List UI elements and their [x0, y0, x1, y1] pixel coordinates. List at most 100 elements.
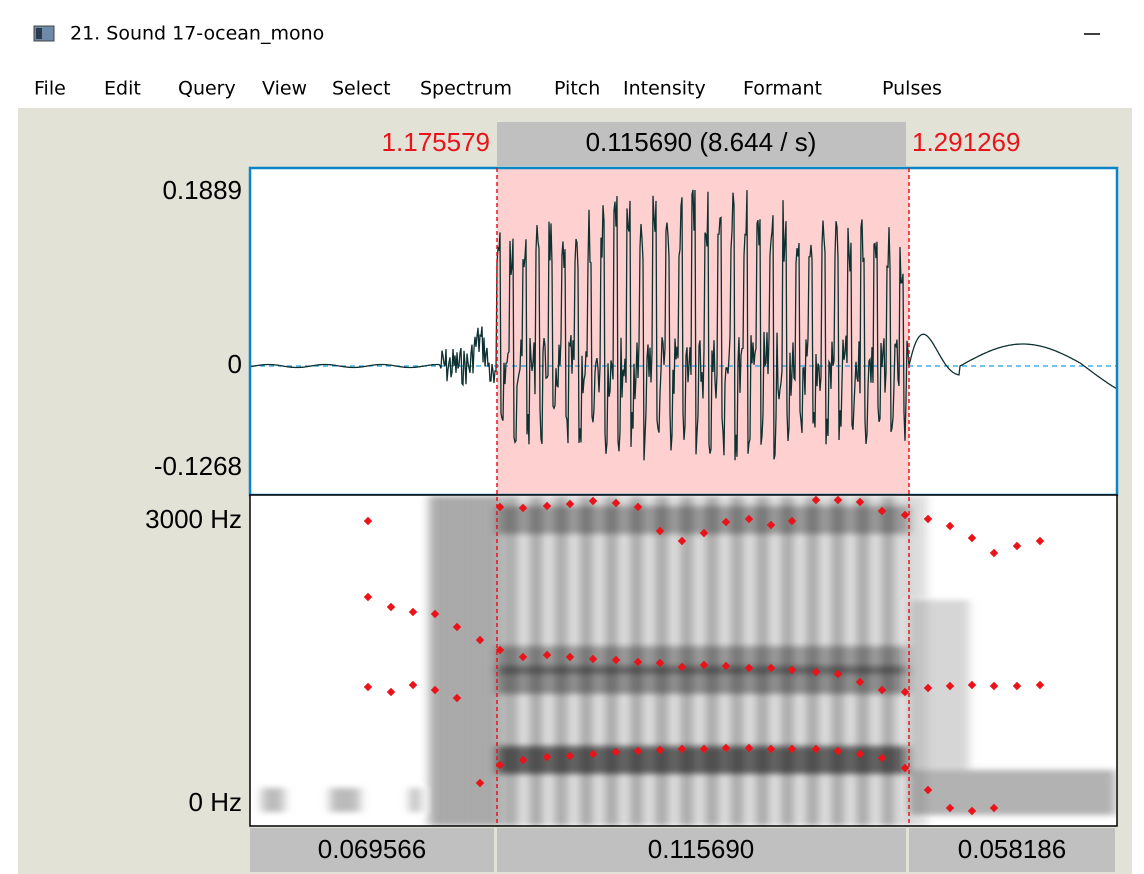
formant-point [655, 526, 665, 536]
formant-point [877, 685, 887, 695]
duration-left: 0.069566 [318, 834, 426, 864]
spectrogram-tail [909, 600, 969, 770]
menu-item[interactable]: Select [332, 78, 391, 100]
formant-point [699, 528, 709, 538]
formant-point [565, 751, 575, 761]
formant-point [655, 658, 665, 668]
menu-item[interactable]: File [34, 78, 66, 100]
menu-item[interactable]: Pulses [882, 78, 942, 100]
formant-point [945, 803, 955, 813]
formant-band [497, 506, 909, 534]
formant-point [677, 662, 687, 672]
spectrogram-stripe [448, 496, 452, 826]
menu-item[interactable]: Spectrum [420, 78, 512, 100]
selection-duration-box[interactable] [497, 122, 906, 166]
spectrogram-stripe [490, 496, 494, 826]
duration-box-right[interactable] [909, 828, 1115, 872]
formant-point [945, 521, 955, 531]
formant-point [518, 755, 528, 765]
formant-point [744, 514, 754, 524]
menu-item[interactable]: Intensity [623, 78, 706, 100]
formant-point [518, 503, 528, 513]
formant-point [363, 592, 373, 602]
formant-point [877, 506, 887, 516]
formant-point [923, 683, 933, 693]
formant-point [967, 806, 977, 816]
formant-point [565, 652, 575, 662]
formant-point [923, 785, 933, 795]
selection-duration: 0.115690 (8.644 / s) [586, 127, 817, 157]
formant-point [588, 654, 598, 664]
formant-point [633, 657, 643, 667]
formant-point [699, 744, 709, 754]
formant-point [877, 753, 887, 763]
formant-point [475, 635, 485, 645]
formant-point [1035, 680, 1045, 690]
formant-point [989, 548, 999, 558]
spectrogram-stripe [466, 496, 470, 826]
spectrogram-stripe [472, 496, 476, 826]
spectrogram-stripe [484, 496, 488, 826]
duration-box-left[interactable] [250, 828, 494, 872]
formant-point [811, 495, 821, 505]
formant-tracks [363, 495, 1045, 816]
waveform-min: -0.1268 [154, 451, 242, 481]
spectrogram-stripe [478, 496, 482, 826]
formant-point [611, 747, 621, 757]
formant-point [408, 607, 418, 617]
formant-point [989, 803, 999, 813]
selection-start: 1.175579 [382, 127, 490, 157]
spectrogram-stripe [430, 496, 434, 826]
formant-point [386, 602, 396, 612]
formant-point [967, 680, 977, 690]
formant-point [1035, 536, 1045, 546]
duration-box-selection[interactable] [497, 828, 906, 872]
menu-item[interactable]: Edit [104, 78, 141, 100]
spectrogram-stripe [454, 496, 458, 826]
waveform-trace [251, 189, 1116, 461]
formant-point [542, 501, 552, 511]
formant-point [518, 652, 528, 662]
formant-point [923, 514, 933, 524]
formant-point [542, 650, 552, 660]
formant-point [1012, 541, 1022, 551]
waveform-max: 0.1889 [162, 175, 242, 205]
formant-point [744, 743, 754, 753]
formant-point [452, 622, 462, 632]
menu-item[interactable]: Query [178, 78, 236, 100]
formant-point [386, 687, 396, 697]
formant-point [408, 680, 418, 690]
formant-point [633, 502, 643, 512]
menu-item[interactable]: Pitch [554, 78, 600, 100]
formant-point [611, 498, 621, 508]
duration-right: 0.058186 [958, 834, 1066, 864]
formant-point [744, 663, 754, 673]
formant-point [430, 685, 440, 695]
formant-point [855, 497, 865, 507]
formant-point [721, 743, 731, 753]
menu-item[interactable]: View [262, 78, 307, 100]
formant-point [611, 655, 621, 665]
spectrogram-blob [262, 788, 284, 812]
formant-point [721, 517, 731, 527]
spectrogram-stripe [442, 496, 446, 826]
formant-point [495, 645, 505, 655]
formant-point [363, 516, 373, 526]
duration-selection: 0.115690 [648, 834, 755, 864]
formant-point [495, 502, 505, 512]
formant-point [655, 745, 665, 755]
formant-point [475, 778, 485, 788]
title-bar [0, 0, 1144, 64]
formant-point [677, 536, 687, 546]
formant-point [721, 661, 731, 671]
spectrogram-stripe [460, 496, 464, 826]
selection-end: 1.291269 [912, 127, 1020, 157]
window-title: 21. Sound 17-ocean_mono [70, 23, 324, 45]
formant-point [542, 752, 552, 762]
formant-point [967, 533, 977, 543]
formant-point [495, 760, 505, 770]
waveform [251, 189, 1116, 461]
menu-item[interactable]: Formant [743, 78, 822, 100]
formant-point [833, 669, 843, 679]
formant-point [565, 499, 575, 509]
